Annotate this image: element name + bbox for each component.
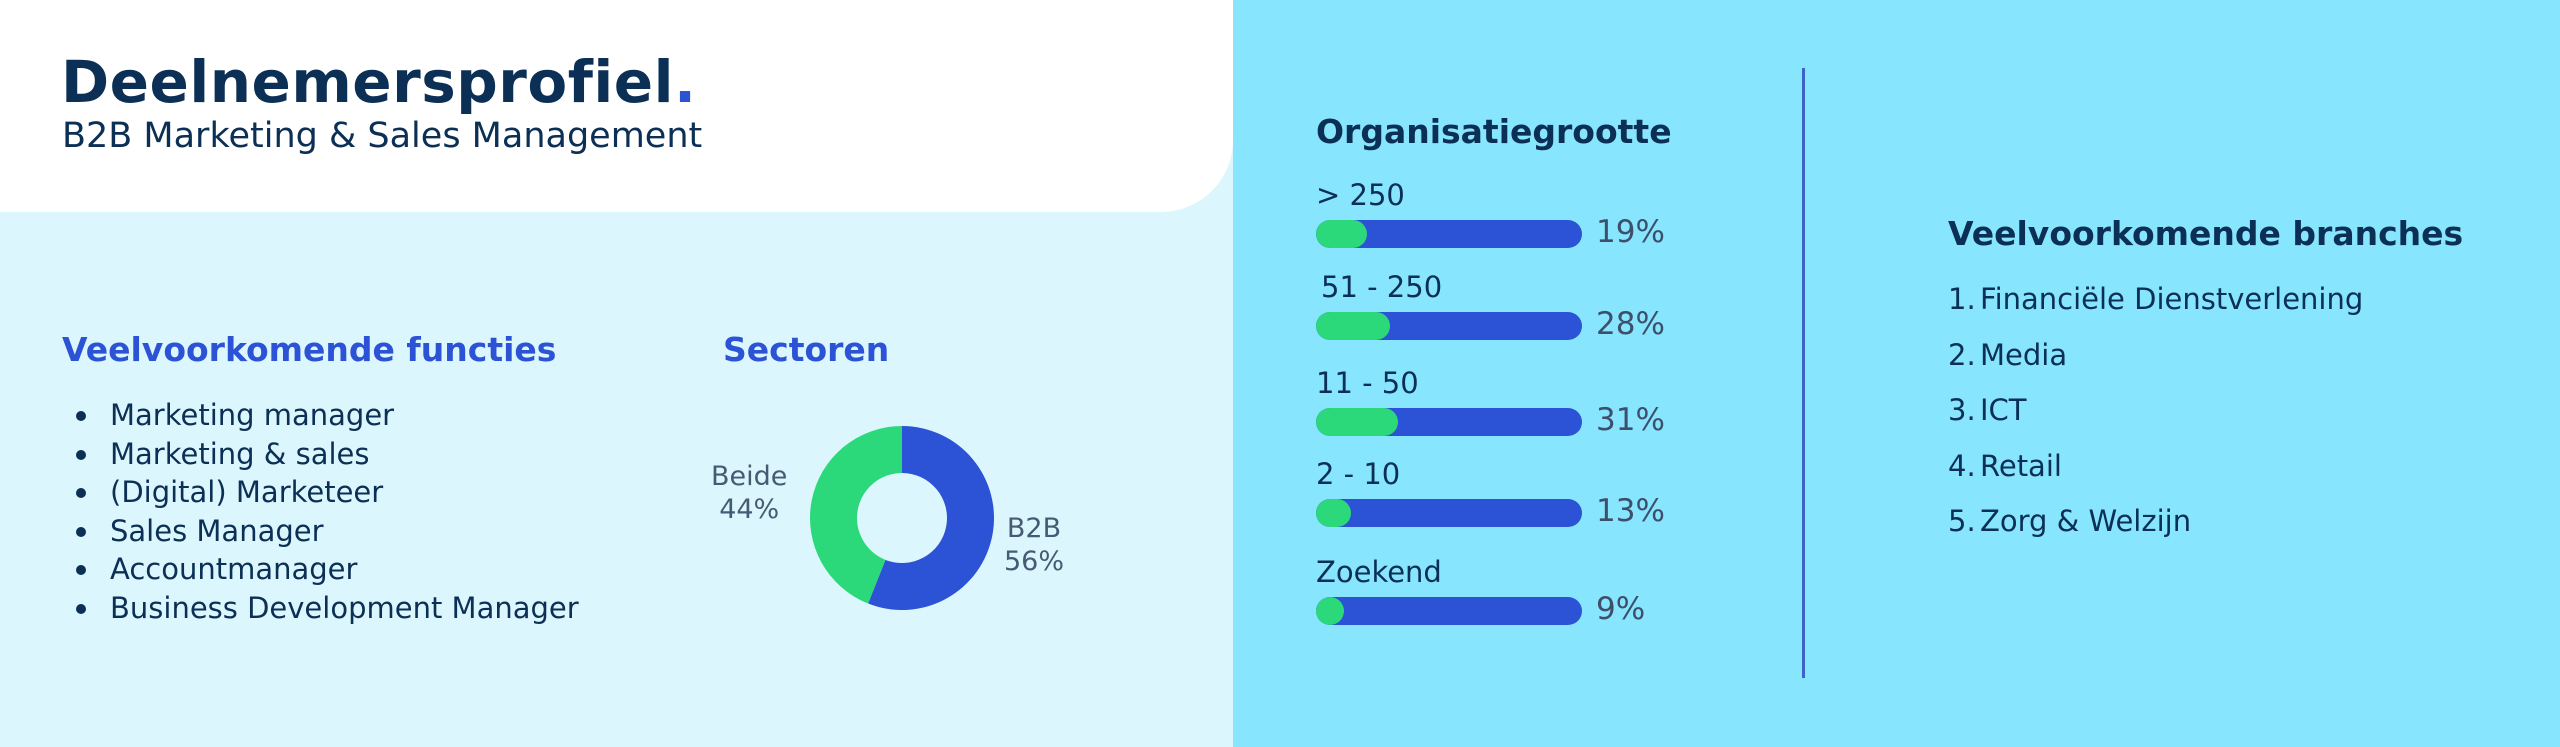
branch-item: 4. Retail [1948, 439, 2363, 495]
function-item-label: Marketing & sales [110, 436, 370, 471]
bullet-icon [76, 603, 86, 614]
bullet-icon [76, 411, 86, 421]
bar-track [1316, 220, 1582, 248]
function-item-label: Business Development Manager [110, 590, 579, 625]
bar-value-label: 13% [1596, 493, 1665, 529]
functions-list: Marketing manager Marketing & sales (Digit… [62, 396, 579, 627]
sectors-donut-svg [810, 426, 994, 610]
bullet-icon [76, 565, 86, 575]
branches-title: Veelvoorkomende branches [1948, 214, 2464, 253]
bullet-icon [76, 488, 86, 498]
page-subtitle: B2B Marketing & Sales Management [62, 116, 703, 156]
bar-fill [1316, 312, 1391, 340]
function-item-label: (Digital) Marketeer [110, 475, 384, 509]
bullet-icon [76, 526, 86, 537]
branch-item-number: 2. [1948, 337, 1976, 372]
bar-category-label: 51 - 250 [1321, 270, 1443, 304]
slice-label-beide: Beide 44% [711, 460, 787, 526]
bar-track [1316, 312, 1582, 340]
branch-item: 1. Financiële Dienstverlening [1948, 272, 2363, 328]
bar-value-label: 19% [1596, 214, 1665, 250]
function-item: Marketing & sales [62, 435, 579, 474]
bar-category-label: > 250 [1316, 178, 1405, 212]
bar-track [1316, 597, 1582, 625]
donut-slice-beide [810, 426, 902, 604]
slice-label-beide-value: 44% [719, 494, 780, 525]
title-dot: . [674, 48, 697, 116]
slice-label-b2b-name: B2B [1006, 513, 1062, 544]
function-item: (Digital) Marketeer [62, 473, 579, 512]
page-title-text: Deelnemersprofiel [61, 48, 675, 116]
bar-fill [1316, 597, 1344, 625]
branch-item-number: 4. [1948, 448, 1976, 483]
bar-fill [1316, 499, 1351, 527]
bullet-icon [76, 449, 86, 460]
bar-category-label: 11 - 50 [1316, 366, 1419, 400]
branch-item-label: Zorg & Welzijn [1980, 504, 2192, 538]
vertical-divider [1802, 68, 1805, 678]
bar-row: Zoekend 9% [1316, 555, 1676, 645]
branch-item-label: Media [1980, 337, 2068, 372]
bar-track [1316, 499, 1582, 527]
org-size-title: Organisatiegrootte [1316, 112, 1672, 151]
branch-item: 3. ICT [1948, 383, 2363, 439]
branch-item: 5. Zorg & Welzijn [1948, 494, 2363, 550]
functions-title: Veelvoorkomende functies [62, 330, 557, 369]
donut-slice-b2b [868, 426, 994, 610]
bar-row: > 250 19% [1316, 178, 1676, 268]
bar-fill [1316, 220, 1367, 248]
function-item: Marketing manager [62, 396, 579, 435]
bar-row: 11 - 50 31% [1316, 366, 1676, 456]
function-item: Accountmanager [62, 550, 579, 589]
function-item: Business Development Manager [62, 589, 579, 628]
bar-row: 51 - 250 28% [1316, 270, 1676, 360]
slice-label-b2b-value: 56% [1004, 546, 1065, 577]
bar-row: 2 - 10 13% [1316, 457, 1676, 547]
bar-value-label: 9% [1596, 591, 1646, 627]
branch-item-number: 3. [1948, 393, 1976, 427]
bar-category-label: Zoekend [1316, 555, 1442, 589]
branch-item-label: ICT [1980, 393, 2027, 427]
branches-list: 1. Financiële Dienstverlening 2. Media 3. ICT… [1948, 272, 2363, 550]
branch-item: 2. Media [1948, 328, 2363, 384]
bar-category-label: 2 - 10 [1316, 457, 1401, 491]
function-item: Sales Manager [62, 512, 579, 551]
bar-value-label: 31% [1596, 402, 1665, 438]
function-item-label: Accountmanager [110, 552, 358, 586]
function-item-label: Marketing manager [110, 398, 395, 432]
header-card: Deelnemersprofiel. B2B Marketing & Sales… [0, 0, 1233, 212]
bar-fill [1316, 408, 1399, 436]
branch-item-label: Financiële Dienstverlening [1980, 282, 2364, 316]
slice-label-beide-name: Beide [711, 461, 788, 492]
branch-item-number: 1. [1948, 282, 1976, 316]
sectors-title: Sectoren [723, 330, 890, 369]
bar-track [1316, 408, 1582, 436]
slice-label-b2b: B2B 56% [1004, 512, 1064, 578]
page-title: Deelnemersprofiel. [61, 48, 697, 116]
branch-item-label: Retail [1980, 448, 2062, 483]
function-item-label: Sales Manager [110, 513, 324, 548]
branch-item-number: 5. [1948, 504, 1976, 538]
bar-value-label: 28% [1596, 306, 1665, 342]
sectors-donut-chart [700, 400, 1100, 640]
